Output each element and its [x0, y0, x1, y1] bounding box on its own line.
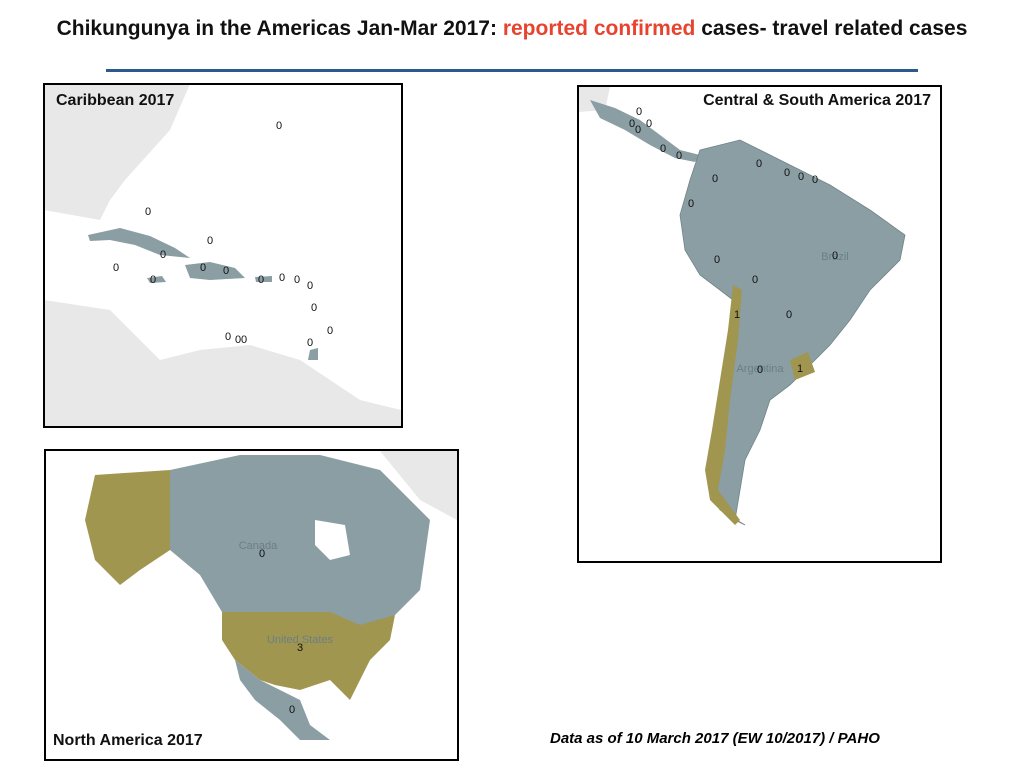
country-name: Canada — [239, 540, 278, 552]
case-count: 1 — [734, 309, 740, 321]
case-count: 0 — [784, 167, 790, 179]
case-count: 0 — [241, 334, 247, 346]
case-count: 0 — [688, 198, 694, 210]
case-count: 0 — [714, 254, 720, 266]
case-count: 0 — [812, 174, 818, 186]
title-end: cases- travel related cases — [701, 17, 968, 40]
case-count: 0 — [756, 158, 762, 170]
case-count: 0 — [289, 704, 295, 716]
case-count: 0 — [150, 274, 156, 286]
case-count: 0 — [259, 548, 265, 560]
case-count: 0 — [307, 280, 313, 292]
north-america-map — [85, 451, 457, 740]
case-count: 0 — [757, 364, 763, 376]
case-count: 0 — [223, 265, 229, 277]
country-name: Argentina — [736, 363, 784, 375]
case-count: 0 — [629, 118, 635, 130]
case-count: 0 — [258, 274, 264, 286]
case-count: 0 — [207, 235, 213, 247]
case-count: 0 — [327, 325, 333, 337]
case-count: 0 — [832, 250, 838, 262]
case-count: 0 — [145, 206, 151, 218]
country-name: Brazil — [821, 251, 849, 263]
case-count: 0 — [676, 150, 682, 162]
case-count: 1 — [797, 363, 803, 375]
caribbean-map — [44, 84, 401, 426]
case-count: 0 — [311, 302, 317, 314]
country-name: United States — [267, 634, 334, 646]
title-highlight: reported confirmed — [502, 17, 696, 40]
case-count: 0 — [276, 120, 282, 132]
south-america-map — [579, 87, 906, 526]
case-count: 0 — [786, 309, 792, 321]
case-count: 0 — [225, 331, 231, 343]
case-count: 0 — [307, 337, 313, 349]
case-count: 0 — [113, 262, 119, 274]
case-count: 0 — [660, 143, 666, 155]
case-count: 0 — [752, 274, 758, 286]
case-count: 0 — [636, 106, 642, 118]
panel-title: North America 2017 — [53, 732, 203, 749]
case-count: 3 — [297, 642, 303, 654]
panel-title: Caribbean 2017 — [56, 92, 174, 109]
panel-title: Central & South America 2017 — [703, 92, 931, 109]
footnote: Data as of 10 March 2017 (EW 10/2017) / … — [550, 730, 880, 747]
title-start: Chikungunya in the Americas Jan-Mar 2017… — [56, 17, 497, 40]
case-count: 0 — [235, 334, 241, 346]
case-count: 0 — [635, 124, 641, 136]
case-count: 0 — [294, 274, 300, 286]
case-count: 0 — [798, 171, 804, 183]
case-count: 0 — [646, 118, 652, 130]
case-count: 0 — [200, 262, 206, 274]
case-count: 0 — [712, 173, 718, 185]
title: Chikungunya in the Americas Jan-Mar 2017… — [12, 14, 1012, 43]
case-count: 0 — [160, 249, 166, 261]
title-rule — [106, 69, 918, 72]
case-count: 0 — [279, 272, 285, 284]
